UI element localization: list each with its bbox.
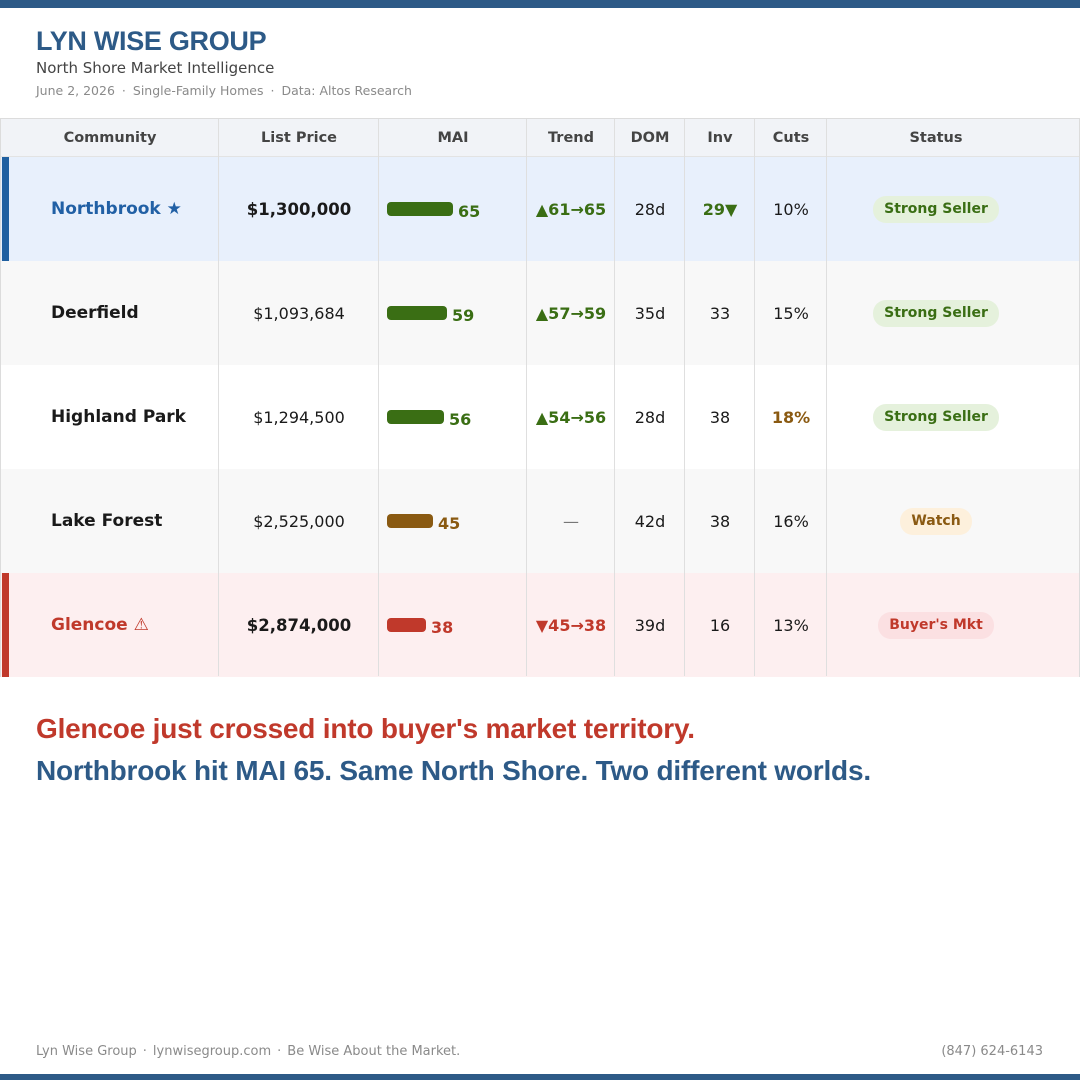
mai-bar — [387, 514, 433, 528]
table-row: Lake Forest $2,525,000 45 — 42d 38 16% W… — [1, 469, 1079, 573]
mai-bar — [387, 618, 426, 632]
mai-value: 59 — [452, 306, 475, 325]
report-date: June 2, 2026 — [36, 83, 115, 98]
report-segment: Single-Family Homes — [132, 83, 264, 98]
footer: Lyn Wise Group · lynwisegroup.com · Be Wise … — [36, 1044, 461, 1059]
list-price: $1,300,000 — [246, 199, 352, 219]
mai-bar — [387, 410, 444, 424]
trend-value: ▲57→59 — [535, 303, 607, 323]
table-row: Highland Park $1,294,500 56 ▲54→56 28d 3… — [1, 365, 1079, 469]
inv-value: 33 — [709, 303, 731, 323]
status-badge: Strong Seller — [873, 195, 999, 223]
footer-website-link[interactable]: lynwisegroup.com — [152, 1044, 272, 1059]
mai-bar — [387, 306, 447, 320]
community-name: Glencoe ⚠ — [51, 615, 149, 635]
mai-value: 65 — [458, 202, 481, 221]
status-badge: Strong Seller — [873, 299, 999, 327]
top-accent-bar — [0, 0, 1080, 8]
report-meta: June 2, 2026 · Single-Family Homes · Data: A… — [36, 83, 412, 98]
col-header-community: Community — [63, 130, 157, 146]
dom-value: 28d — [634, 199, 666, 219]
table-row: Glencoe ⚠ $2,874,000 38 ▼45→38 39d 16 13… — [1, 573, 1079, 677]
footer-tagline: Be Wise About the Market. — [287, 1044, 461, 1059]
inv-value: 16 — [709, 615, 731, 635]
table-header: Community List Price MAI Trend DOM Inv C… — [1, 119, 1079, 157]
inv-value: 29▼ — [702, 199, 738, 219]
cuts-value: 18% — [771, 407, 811, 427]
footer-phone: (847) 624-6143 — [941, 1044, 1043, 1059]
footer-company: Lyn Wise Group — [36, 1044, 137, 1059]
col-header-trend: Trend — [548, 130, 594, 146]
header: LYN WISE GROUP North Shore Market Intell… — [36, 26, 412, 99]
community-name: Lake Forest — [51, 511, 163, 531]
column-divider — [754, 119, 755, 676]
status-badge: Strong Seller — [873, 403, 999, 431]
report-source: Data: Altos Research — [281, 83, 412, 98]
trend-value: ▼45→38 — [535, 615, 607, 635]
cuts-value: 16% — [773, 511, 809, 531]
bottom-accent-bar — [0, 1074, 1080, 1080]
table-row: Deerfield $1,093,684 59 ▲57→59 35d 33 15… — [1, 261, 1079, 365]
market-table: Community List Price MAI Trend DOM Inv C… — [0, 118, 1080, 677]
community-name: Deerfield — [51, 303, 139, 323]
list-price: $2,525,000 — [253, 511, 345, 531]
cuts-value: 13% — [773, 615, 809, 635]
col-header-mai: MAI — [437, 130, 469, 146]
community-name: Highland Park — [51, 407, 186, 427]
row-accent — [2, 157, 9, 261]
column-divider — [218, 119, 219, 676]
col-header-status: Status — [909, 130, 963, 146]
brand-title: LYN WISE GROUP — [36, 26, 267, 56]
mai-value: 45 — [438, 514, 461, 533]
column-divider — [526, 119, 527, 676]
list-price: $2,874,000 — [246, 615, 352, 635]
dom-value: 28d — [634, 407, 666, 427]
mai-bar — [387, 202, 453, 216]
list-price: $1,294,500 — [253, 407, 345, 427]
inv-value: 38 — [709, 407, 731, 427]
column-divider — [378, 119, 379, 676]
status-badge: Watch — [900, 507, 972, 535]
mai-value: 38 — [431, 618, 454, 637]
trend-value: ▲61→65 — [535, 199, 607, 219]
status-badge: Buyer's Mkt — [878, 611, 994, 639]
headline-line-1: Glencoe just crossed into buyer's market… — [36, 713, 695, 744]
table-row: Northbrook ★ $1,300,000 65 ▲61→65 28d 29… — [1, 157, 1079, 261]
list-price: $1,093,684 — [253, 303, 345, 323]
column-divider — [684, 119, 685, 676]
community-name: Northbrook ★ — [51, 199, 182, 219]
dom-value: 39d — [634, 615, 666, 635]
trend-value: ▲54→56 — [535, 407, 607, 427]
headline: Glencoe just crossed into buyer's market… — [36, 708, 871, 792]
col-header-list-price: List Price — [261, 130, 337, 146]
col-header-inv: Inv — [707, 130, 733, 146]
cuts-value: 10% — [773, 199, 809, 219]
inv-value: 38 — [709, 511, 731, 531]
column-divider — [614, 119, 615, 676]
row-accent — [2, 573, 9, 677]
col-header-dom: DOM — [630, 130, 670, 146]
cuts-value: 15% — [773, 303, 809, 323]
headline-line-2: Northbrook hit MAI 65. Same North Shore.… — [36, 755, 871, 786]
col-header-cuts: Cuts — [772, 130, 810, 146]
column-divider — [826, 119, 827, 676]
dom-value: 42d — [634, 511, 666, 531]
trend-value: — — [563, 511, 579, 531]
dom-value: 35d — [634, 303, 666, 323]
page-subtitle: North Shore Market Intelligence — [36, 59, 275, 77]
mai-value: 56 — [449, 410, 472, 429]
